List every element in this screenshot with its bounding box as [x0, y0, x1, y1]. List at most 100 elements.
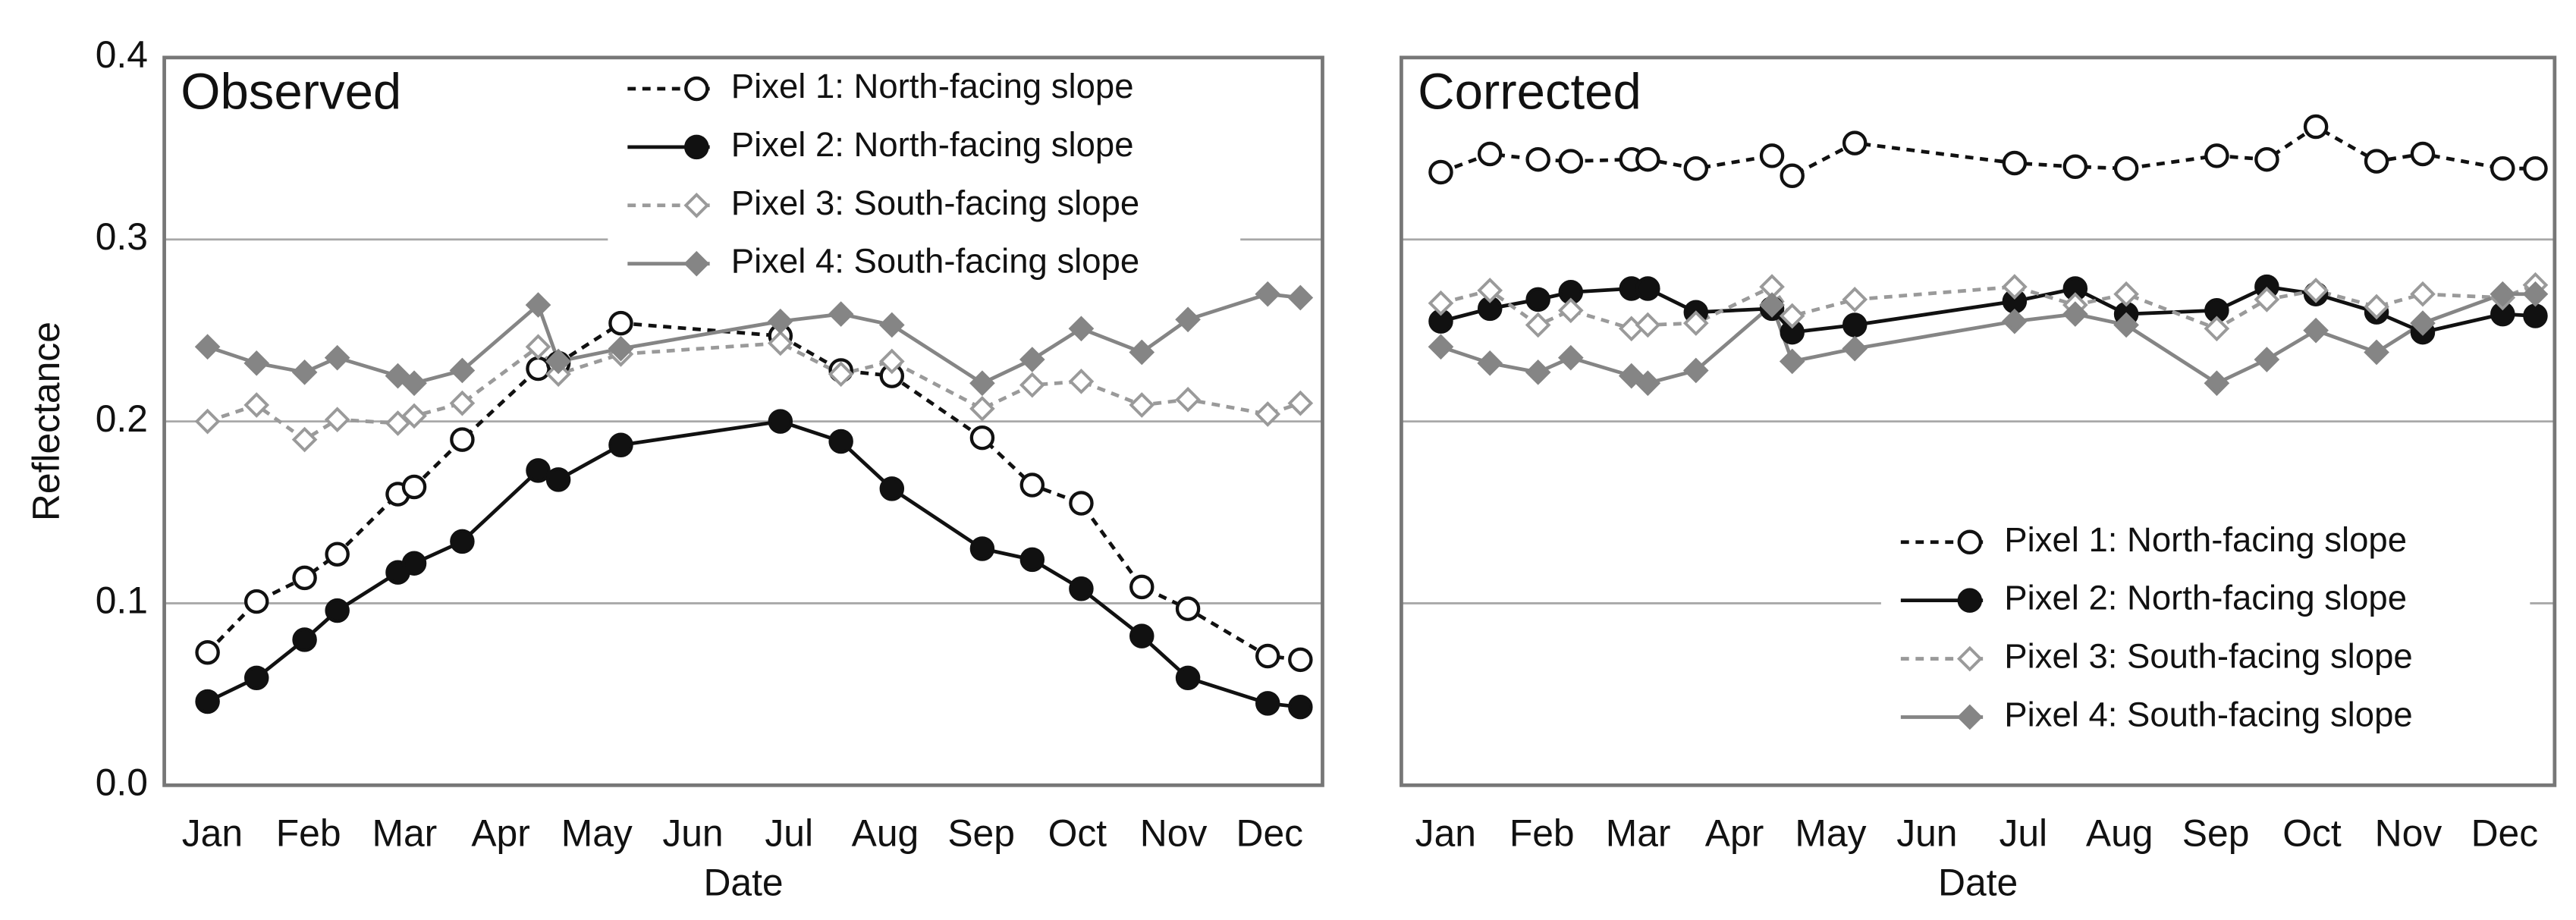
marker — [878, 312, 905, 338]
marker — [1618, 363, 1645, 389]
marker — [1428, 159, 1453, 185]
marker — [1842, 312, 1868, 338]
marker — [828, 301, 854, 327]
marker — [1019, 473, 1045, 498]
marker — [1287, 284, 1314, 311]
marker — [2522, 281, 2549, 307]
marker — [1428, 290, 1454, 316]
marker — [1682, 310, 1709, 336]
series-line — [206, 292, 1301, 385]
marker — [2062, 301, 2088, 327]
marker — [401, 551, 427, 576]
marker — [1557, 344, 1584, 371]
legend-label: Pixel 2: North-facing slope — [2004, 579, 2407, 617]
marker — [1779, 348, 1805, 375]
marker — [525, 334, 551, 360]
marker — [1287, 390, 1314, 416]
marker — [401, 370, 427, 397]
legend-label: Pixel 1: North-facing slope — [2004, 520, 2407, 559]
marker — [1842, 287, 1868, 312]
x-tick-label: Dec — [1236, 812, 1304, 855]
marker — [291, 426, 318, 453]
legend-swatch-marker — [1957, 588, 1983, 613]
marker — [1175, 596, 1201, 621]
marker — [2523, 155, 2548, 181]
legend-label: Pixel 3: South-facing slope — [2004, 637, 2412, 676]
marker — [608, 432, 633, 458]
marker — [2204, 143, 2229, 168]
marker — [1175, 306, 1201, 333]
legend-swatch-marker — [1956, 645, 1983, 672]
marker — [1068, 368, 1095, 394]
marker — [1558, 149, 1584, 174]
x-tick-label: Jul — [1999, 812, 2047, 855]
marker — [194, 408, 221, 435]
marker — [526, 458, 551, 483]
x-tick-label: Oct — [1048, 812, 1107, 855]
marker — [2490, 155, 2515, 181]
x-tick-label: May — [561, 812, 633, 855]
marker — [525, 292, 551, 318]
marker — [1019, 372, 1045, 398]
marker — [1129, 574, 1154, 600]
marker — [324, 344, 350, 371]
x-tick-label: Jan — [1415, 812, 1476, 855]
marker — [385, 410, 411, 436]
marker — [1525, 360, 1551, 385]
marker — [1068, 316, 1095, 342]
marker — [1428, 334, 1454, 360]
marker — [2113, 155, 2139, 181]
marker — [879, 476, 905, 501]
marker — [969, 370, 995, 397]
marker — [1255, 281, 1281, 307]
marker — [1759, 143, 1785, 168]
marker — [1525, 287, 1550, 312]
legend-swatch-marker — [1957, 529, 1983, 555]
marker — [2113, 281, 2139, 307]
marker — [243, 589, 269, 614]
marker — [828, 361, 854, 388]
legend-swatch-marker — [683, 192, 710, 218]
marker — [1557, 297, 1584, 324]
marker — [2303, 278, 2329, 303]
legend-swatch-marker — [684, 134, 709, 160]
x-tick-label: Jan — [182, 812, 243, 855]
marker — [2204, 370, 2230, 397]
x-tick-label: Jul — [765, 812, 813, 855]
x-tick-label: Sep — [2182, 812, 2250, 855]
series-line — [1440, 292, 2536, 385]
y-tick-label: 0.2 — [96, 397, 148, 440]
x-tick-label: Jun — [662, 812, 723, 855]
marker — [2303, 317, 2329, 344]
marker — [194, 334, 221, 360]
marker — [768, 409, 793, 434]
series-line — [206, 341, 1302, 442]
marker — [325, 598, 350, 623]
marker — [291, 360, 318, 385]
marker — [1255, 401, 1281, 427]
x-axis-label: Date — [1938, 862, 2018, 904]
marker — [1635, 276, 1660, 301]
marker — [292, 627, 317, 652]
plot-frame — [162, 55, 1324, 787]
marker — [1635, 146, 1660, 172]
marker — [2254, 146, 2279, 172]
marker — [1069, 576, 1094, 601]
x-tick-label: Aug — [852, 812, 919, 855]
legend-background — [608, 62, 1241, 293]
marker — [1525, 146, 1550, 172]
marker — [2204, 316, 2230, 342]
marker — [1019, 347, 1045, 372]
marker — [608, 335, 634, 362]
marker — [2523, 303, 2548, 328]
y-tick-label: 0.0 — [96, 761, 148, 803]
marker — [969, 536, 995, 561]
marker — [2002, 150, 2028, 176]
marker — [1129, 623, 1154, 648]
marker — [195, 689, 220, 714]
x-tick-label: Nov — [1140, 812, 1208, 855]
x-tick-label: Apr — [471, 812, 530, 855]
marker — [1682, 357, 1709, 384]
